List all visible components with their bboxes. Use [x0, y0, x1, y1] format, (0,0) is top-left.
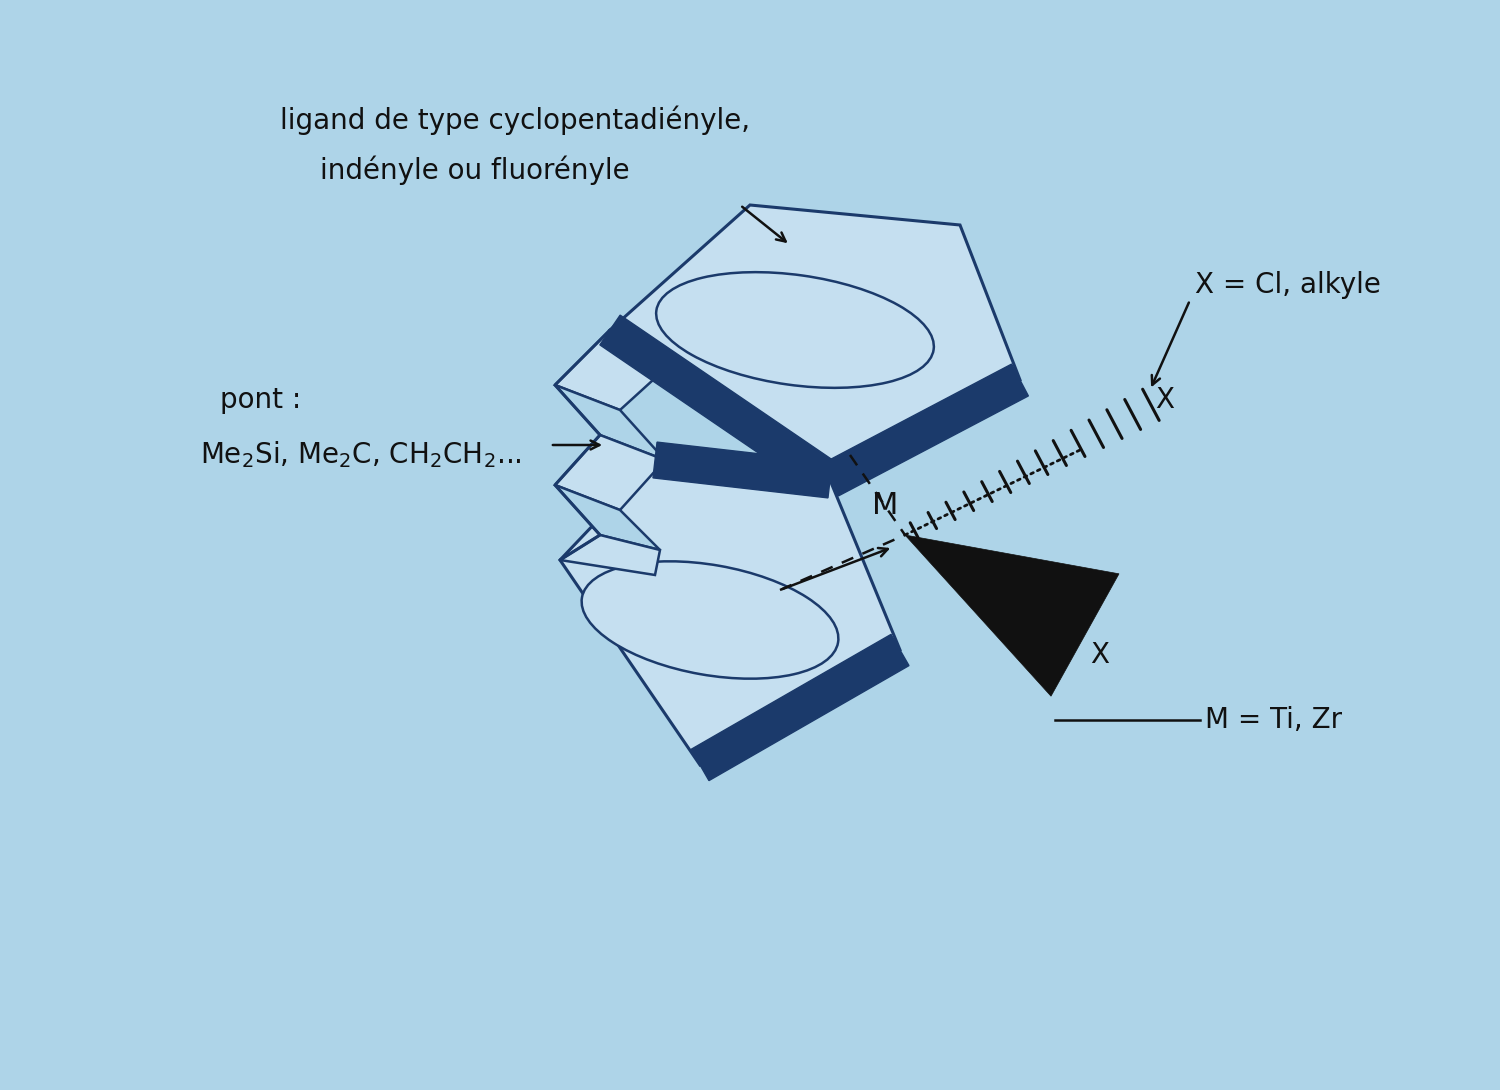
Text: X: X	[1155, 386, 1174, 414]
Polygon shape	[904, 535, 1119, 697]
Ellipse shape	[656, 272, 934, 388]
Text: Me$_2$Si, Me$_2$C, CH$_2$CH$_2$...: Me$_2$Si, Me$_2$C, CH$_2$CH$_2$...	[200, 439, 522, 471]
Text: X = Cl, alkyle: X = Cl, alkyle	[1196, 271, 1382, 299]
Polygon shape	[610, 205, 1020, 480]
Text: pont :: pont :	[220, 386, 302, 414]
Ellipse shape	[582, 561, 838, 679]
Text: M: M	[871, 490, 898, 520]
Polygon shape	[600, 315, 840, 495]
Polygon shape	[555, 485, 660, 550]
Text: M = Ti, Zr: M = Ti, Zr	[1204, 706, 1342, 734]
Text: indényle ou fluorényle: indényle ou fluorényle	[320, 155, 630, 184]
Polygon shape	[560, 535, 660, 576]
Text: ligand de type cyclopentadiényle,: ligand de type cyclopentadiényle,	[280, 106, 750, 135]
Polygon shape	[652, 443, 833, 498]
Polygon shape	[692, 634, 909, 780]
Polygon shape	[822, 364, 1029, 496]
Polygon shape	[560, 460, 900, 765]
Polygon shape	[555, 330, 675, 410]
Polygon shape	[555, 435, 664, 510]
Polygon shape	[555, 385, 664, 460]
Text: X: X	[1090, 641, 1108, 669]
